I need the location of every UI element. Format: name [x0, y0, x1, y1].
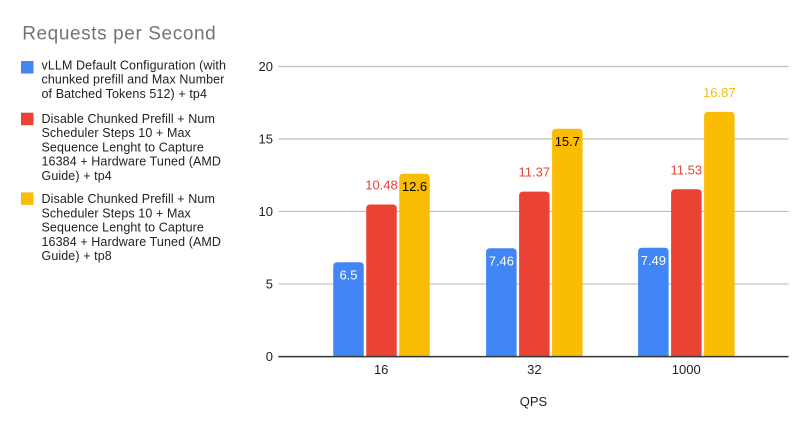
svg-text:Requests per Second: Requests per Second — [22, 23, 216, 44]
svg-text:7.49: 7.49 — [641, 253, 666, 268]
svg-text:QPS: QPS — [520, 394, 548, 409]
svg-text:20: 20 — [259, 59, 273, 74]
svg-text:0: 0 — [266, 349, 273, 364]
svg-text:5: 5 — [266, 277, 273, 292]
svg-text:15.7: 15.7 — [555, 134, 580, 149]
svg-text:11.37: 11.37 — [519, 165, 551, 180]
svg-text:15: 15 — [259, 132, 273, 147]
svg-text:16: 16 — [374, 362, 388, 377]
svg-text:16.87: 16.87 — [703, 85, 736, 100]
svg-text:11.53: 11.53 — [671, 162, 703, 177]
svg-text:Disable Chunked Prefill + Num: Disable Chunked Prefill + Num Scheduler … — [42, 192, 225, 263]
svg-text:12.6: 12.6 — [402, 179, 427, 194]
svg-text:6.5: 6.5 — [339, 267, 357, 282]
svg-text:32: 32 — [527, 362, 541, 377]
svg-text:1000: 1000 — [672, 362, 701, 377]
svg-text:10.48: 10.48 — [365, 178, 398, 193]
svg-text:10: 10 — [259, 204, 273, 219]
svg-text:vLLM Default Configuration (wi: vLLM Default Configuration (with chunked… — [42, 58, 230, 101]
svg-text:Disable Chunked Prefill + Num: Disable Chunked Prefill + Num Scheduler … — [42, 112, 225, 183]
svg-text:7.46: 7.46 — [489, 253, 514, 268]
